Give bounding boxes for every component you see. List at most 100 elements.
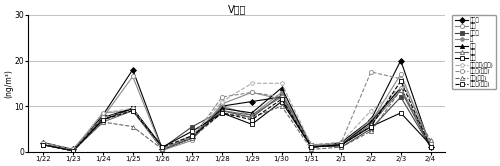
堺 — [368, 119, 374, 121]
堺 — [249, 114, 255, 116]
大阪市 — [100, 119, 106, 121]
泉大津 — [428, 146, 434, 148]
八尾 — [278, 101, 284, 103]
大夢 — [398, 73, 404, 75]
吹田 — [278, 96, 284, 98]
大阪市(自排) — [130, 110, 136, 112]
東大阪(自排) — [308, 146, 314, 148]
豊中 — [249, 112, 255, 114]
堺 — [398, 87, 404, 89]
東大阪(自排) — [398, 80, 404, 82]
Line: 八尾: 八尾 — [42, 99, 432, 153]
東大阪(自排) — [70, 150, 76, 152]
吹田 — [338, 144, 344, 146]
泉大津 — [160, 148, 166, 150]
河内長野(自排) — [160, 148, 166, 150]
吹田(自排) — [130, 126, 136, 128]
大夢 — [428, 144, 434, 146]
大阪市 — [40, 144, 46, 146]
Title: V濃度: V濃度 — [228, 4, 246, 14]
泉大津 — [190, 137, 196, 139]
大夢 — [130, 76, 136, 78]
堺 — [338, 144, 344, 146]
大阪市 — [338, 146, 344, 148]
堺 — [308, 144, 314, 146]
吹田(自排) — [338, 146, 344, 148]
大夢 — [70, 149, 76, 151]
吹田 — [160, 148, 166, 150]
大阪市(自排) — [368, 71, 374, 73]
大阪市(自排) — [249, 91, 255, 93]
大阪市(自排) — [40, 142, 46, 144]
大夢 — [249, 91, 255, 93]
八尾 — [428, 144, 434, 146]
堺 — [100, 112, 106, 114]
大阪市(自排) — [308, 144, 314, 146]
吹田 — [249, 114, 255, 116]
堺 — [70, 149, 76, 151]
大夢 — [190, 139, 196, 141]
Line: 吹田(自排): 吹田(自排) — [42, 88, 432, 153]
Line: 堺: 堺 — [42, 86, 432, 152]
吹田(自排) — [278, 105, 284, 107]
河内長野(自排) — [308, 144, 314, 146]
豊中 — [338, 144, 344, 146]
大阪市(自排) — [278, 96, 284, 98]
八尾 — [190, 130, 196, 132]
東大阪(自排) — [428, 146, 434, 148]
東大阪(自排) — [190, 135, 196, 137]
Line: 吹田: 吹田 — [42, 88, 432, 153]
大夢 — [308, 146, 314, 148]
堺 — [428, 146, 434, 148]
吹田 — [428, 146, 434, 148]
堺 — [190, 135, 196, 137]
Line: 東大阪(自排): 東大阪(自排) — [42, 79, 432, 153]
Legend: 泉大津, 大夢, 大阪市, 堺, 豊中, 吹田, 八尾, 河内長野(自排), 大阪市(自排), 吹田(自排), 東大阪(自排): 泉大津, 大夢, 大阪市, 堺, 豊中, 吹田, 八尾, 河内長野(自排), 大… — [452, 15, 496, 89]
Line: 大阪市(自排): 大阪市(自排) — [42, 70, 432, 151]
吹田(自排) — [190, 137, 196, 139]
泉大津 — [249, 101, 255, 103]
八尾 — [219, 112, 225, 114]
大夢 — [368, 121, 374, 123]
Line: 河内長野(自排): 河内長野(自排) — [42, 81, 432, 151]
東大阪(自排) — [278, 98, 284, 100]
大阪市 — [130, 107, 136, 109]
東大阪(自排) — [338, 144, 344, 146]
泉大津 — [368, 119, 374, 121]
吹田 — [40, 144, 46, 146]
東大阪(自排) — [40, 144, 46, 146]
大阪市 — [190, 126, 196, 128]
泉大津 — [278, 96, 284, 98]
吹田(自排) — [160, 148, 166, 150]
大夢 — [278, 98, 284, 100]
豊中 — [398, 87, 404, 89]
東大阪(自排) — [368, 126, 374, 128]
河内長野(自排) — [249, 82, 255, 84]
河内長野(自排) — [100, 112, 106, 114]
大阪市(自排) — [160, 147, 166, 149]
大阪市(自排) — [428, 142, 434, 144]
大阪市(自排) — [100, 117, 106, 119]
泉大津 — [338, 142, 344, 144]
八尾 — [338, 144, 344, 146]
吹田 — [190, 135, 196, 137]
吹田(自排) — [249, 117, 255, 119]
泉大津 — [219, 105, 225, 107]
大阪市(自排) — [219, 96, 225, 98]
河内長野(自排) — [190, 135, 196, 137]
泉大津 — [398, 60, 404, 62]
大阪市 — [368, 128, 374, 130]
豊中 — [428, 146, 434, 148]
大夢 — [338, 144, 344, 146]
豊中 — [130, 107, 136, 109]
河内長野(自排) — [398, 87, 404, 89]
東大阪(自排) — [130, 110, 136, 112]
八尾 — [398, 112, 404, 114]
豊中 — [40, 144, 46, 146]
Line: 大夢: 大夢 — [42, 72, 432, 152]
河内長野(自排) — [338, 142, 344, 144]
泉大津 — [70, 148, 76, 150]
大阪市(自排) — [338, 142, 344, 144]
大阪市 — [398, 96, 404, 98]
吹田(自排) — [219, 112, 225, 114]
